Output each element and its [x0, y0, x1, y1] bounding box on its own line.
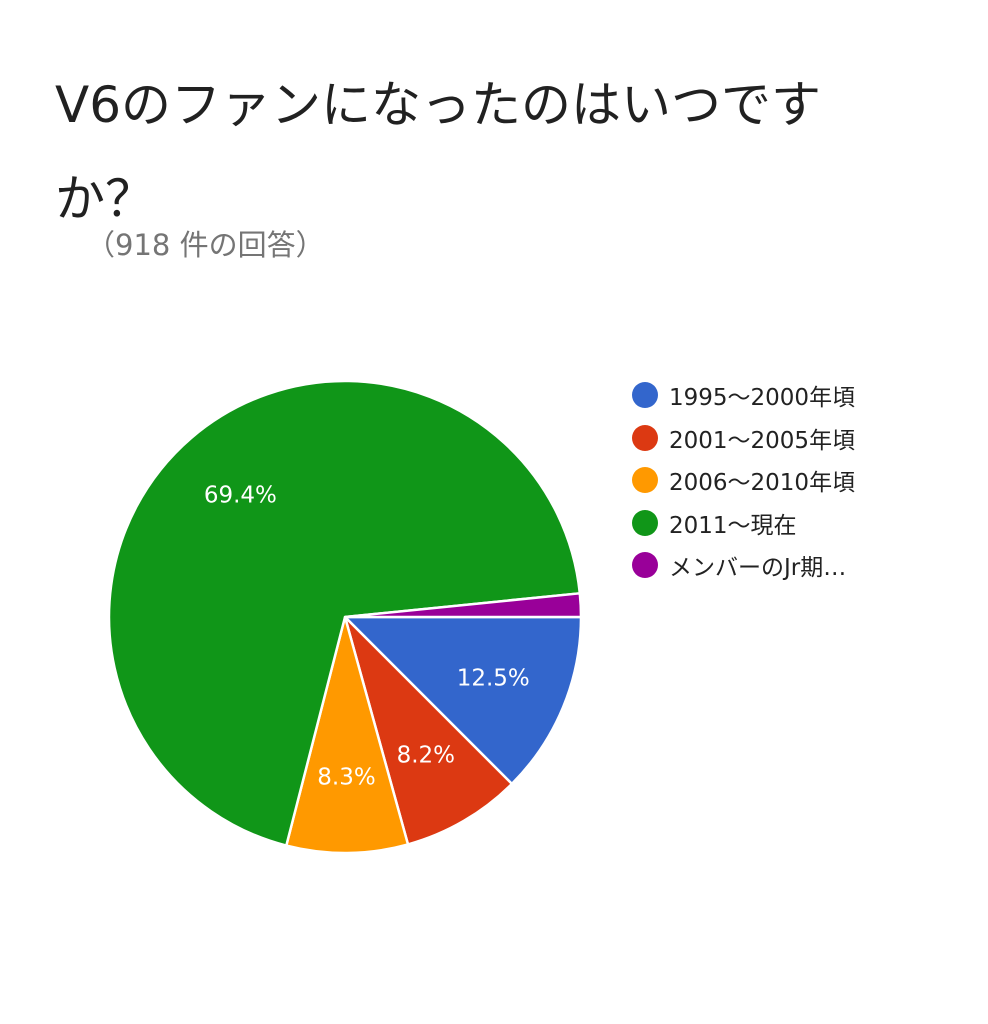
- legend-item[interactable]: 1995〜2000年頃: [632, 374, 855, 416]
- slice-label: 12.5%: [457, 665, 530, 691]
- pie-slice[interactable]: [343, 615, 514, 846]
- slice-label: 8.3%: [317, 764, 375, 790]
- legend-item[interactable]: 2001〜2005年頃: [632, 417, 855, 459]
- slice-label: 69.4%: [204, 482, 277, 508]
- legend-item[interactable]: 2006〜2010年頃: [632, 459, 855, 501]
- legend-swatch: [632, 467, 658, 493]
- pie-slices: [107, 379, 583, 855]
- response-count: （918 件の回答）: [86, 228, 325, 262]
- legend-label: メンバーのJr期…: [669, 555, 847, 581]
- legend-label: 2001〜2005年頃: [669, 427, 856, 454]
- pie-slice[interactable]: [343, 592, 583, 619]
- pie-slice[interactable]: [107, 379, 582, 847]
- pie-slice[interactable]: [343, 615, 583, 786]
- legend-swatch: [632, 382, 658, 408]
- legend-item[interactable]: 2011〜現在: [632, 502, 855, 544]
- legend-item[interactable]: メンバーのJr期…: [632, 544, 855, 586]
- slice-label: 8.2%: [397, 743, 455, 769]
- pie-slice[interactable]: [285, 615, 410, 855]
- chart-legend: 1995〜2000年頃 2001〜2005年頃 2006〜2010年頃 2011…: [632, 374, 855, 587]
- legend-label: 2006〜2010年頃: [669, 470, 856, 496]
- legend-label: 2011〜現在: [669, 512, 797, 539]
- legend-label: 1995〜2000年頃: [669, 385, 856, 411]
- chart-title: V6のファンになったのはいつですか？: [55, 76, 822, 228]
- legend-swatch: [632, 424, 658, 451]
- legend-swatch: [632, 509, 658, 536]
- pie-labels: 12.5% 8.2% 8.3% 69.4%: [204, 482, 530, 790]
- legend-swatch: [632, 552, 658, 578]
